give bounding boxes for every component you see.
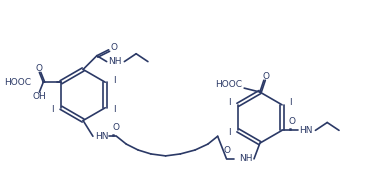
Text: I: I: [113, 76, 115, 85]
Text: NH: NH: [108, 57, 121, 66]
Text: I: I: [228, 98, 230, 107]
Text: I: I: [290, 98, 292, 107]
Text: HN: HN: [299, 126, 312, 135]
Text: HN: HN: [95, 132, 108, 141]
Text: O: O: [223, 146, 230, 154]
Text: HOOC: HOOC: [4, 78, 31, 87]
Text: I: I: [51, 105, 53, 114]
Text: I: I: [228, 128, 230, 137]
Text: NH: NH: [239, 154, 253, 163]
Text: I: I: [113, 105, 115, 114]
Text: OH: OH: [33, 92, 46, 101]
Text: O: O: [113, 123, 120, 132]
Text: O: O: [110, 43, 117, 52]
Text: O: O: [288, 117, 295, 126]
Text: O: O: [262, 72, 269, 81]
Text: O: O: [36, 64, 43, 73]
Text: HOOC: HOOC: [215, 80, 242, 89]
